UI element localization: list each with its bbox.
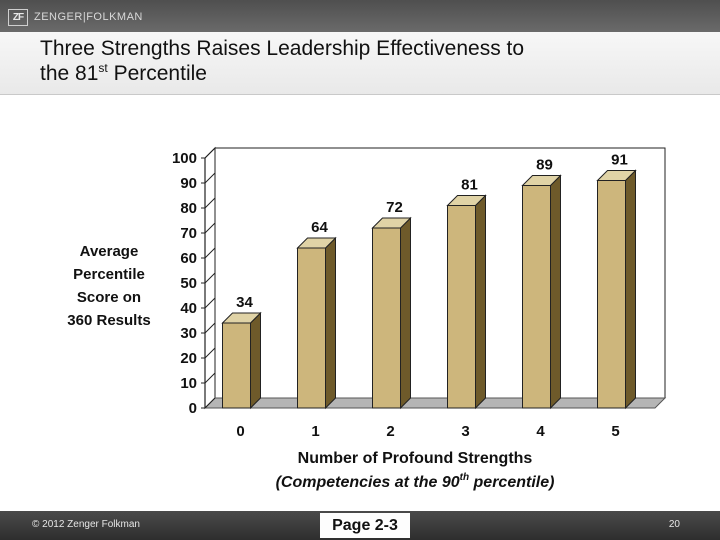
y-axis-title: Average Percentile Score on 360 Results bbox=[54, 240, 164, 332]
bar-chart: 0 10 20 30 40 50 60 70 80 90 100 34 0 64 1 72 2 81 3 89 4 91 5 bbox=[172, 146, 667, 440]
data-label: 34 bbox=[236, 294, 253, 311]
y-tick-diagonal bbox=[204, 297, 216, 309]
y-tick-diagonal bbox=[204, 322, 216, 334]
header-band bbox=[0, 0, 720, 32]
bar-side bbox=[325, 236, 336, 410]
y-tick-label: 100 bbox=[172, 150, 197, 167]
x-axis-subtitle-sup: th bbox=[459, 472, 470, 483]
y-axis-title-line: Percentile bbox=[73, 266, 145, 283]
y-tick-label: 10 bbox=[180, 375, 197, 392]
y-tick-diagonal bbox=[204, 347, 216, 359]
slide-title-suffix: Percentile bbox=[107, 62, 207, 85]
bar-side bbox=[475, 194, 486, 410]
bar bbox=[372, 227, 401, 409]
y-tick-label: 30 bbox=[180, 325, 197, 342]
x-tick-label: 4 bbox=[536, 423, 545, 440]
data-label: 72 bbox=[386, 199, 403, 216]
bar bbox=[447, 205, 476, 409]
x-axis-subtitle: (Competencies at the 90th percentile) bbox=[160, 472, 670, 492]
y-tick-diagonal bbox=[204, 172, 216, 184]
data-label: 81 bbox=[461, 177, 478, 194]
data-label: 64 bbox=[311, 219, 328, 236]
y-tick-diagonal bbox=[204, 197, 216, 209]
y-axis-title-line: Score on bbox=[76, 289, 142, 306]
x-tick-label: 0 bbox=[236, 423, 244, 440]
bar bbox=[522, 185, 551, 409]
logo-text: ZENGER|FOLKMAN bbox=[34, 11, 143, 23]
title-band bbox=[0, 32, 720, 95]
page-label: Page 2-3 bbox=[320, 513, 410, 538]
y-tick-diagonal bbox=[204, 372, 216, 384]
y-axis-title-line: 360 Results bbox=[67, 312, 151, 329]
x-axis-title: Number of Profound Strengths bbox=[297, 450, 533, 467]
brand-logo: ZF ZENGER|FOLKMAN bbox=[8, 8, 143, 26]
slide-title-sup: st bbox=[98, 61, 108, 75]
y-tick-label: 90 bbox=[180, 175, 197, 192]
x-tick-label: 3 bbox=[461, 423, 469, 440]
logo-mark-icon: ZF bbox=[8, 8, 28, 26]
y-tick-diagonal bbox=[204, 147, 216, 159]
y-tick-label: 0 bbox=[189, 400, 197, 417]
bar-side bbox=[550, 174, 561, 410]
bar bbox=[222, 322, 251, 409]
bar bbox=[597, 180, 626, 409]
y-tick-diagonal bbox=[204, 397, 216, 409]
bar-side bbox=[400, 216, 411, 410]
y-tick-label: 60 bbox=[180, 250, 197, 267]
y-tick-label: 80 bbox=[180, 200, 197, 217]
slide-title: Three Strengths Raises Leadership Effect… bbox=[40, 36, 700, 86]
x-tick-label: 1 bbox=[311, 423, 319, 440]
data-label: 89 bbox=[536, 157, 553, 174]
x-axis-subtitle-prefix: (Competencies at the 90 bbox=[275, 474, 460, 491]
copyright-text: © 2012 Zenger Folkman bbox=[32, 519, 140, 530]
bar-side bbox=[250, 311, 261, 410]
y-axis-title-line: Average bbox=[79, 243, 139, 260]
slide-title-prefix: the 81 bbox=[40, 62, 99, 85]
data-label: 91 bbox=[611, 152, 628, 169]
slide-title-line1: Three Strengths Raises Leadership Effect… bbox=[40, 37, 525, 60]
y-tick-label: 20 bbox=[180, 350, 197, 367]
y-tick-label: 40 bbox=[180, 300, 197, 317]
bar bbox=[297, 247, 326, 409]
y-tick-label: 70 bbox=[180, 225, 197, 242]
chart-floor bbox=[203, 397, 667, 409]
x-axis-subtitle-suffix: percentile) bbox=[469, 474, 555, 491]
y-tick-diagonal bbox=[204, 222, 216, 234]
x-tick-label: 5 bbox=[611, 423, 619, 440]
x-tick-label: 2 bbox=[386, 423, 394, 440]
y-tick-diagonal bbox=[204, 247, 216, 259]
bar-side bbox=[625, 169, 636, 410]
y-tick-diagonal bbox=[204, 272, 216, 284]
page-number: 20 bbox=[668, 519, 680, 530]
y-tick-label: 50 bbox=[180, 275, 197, 292]
